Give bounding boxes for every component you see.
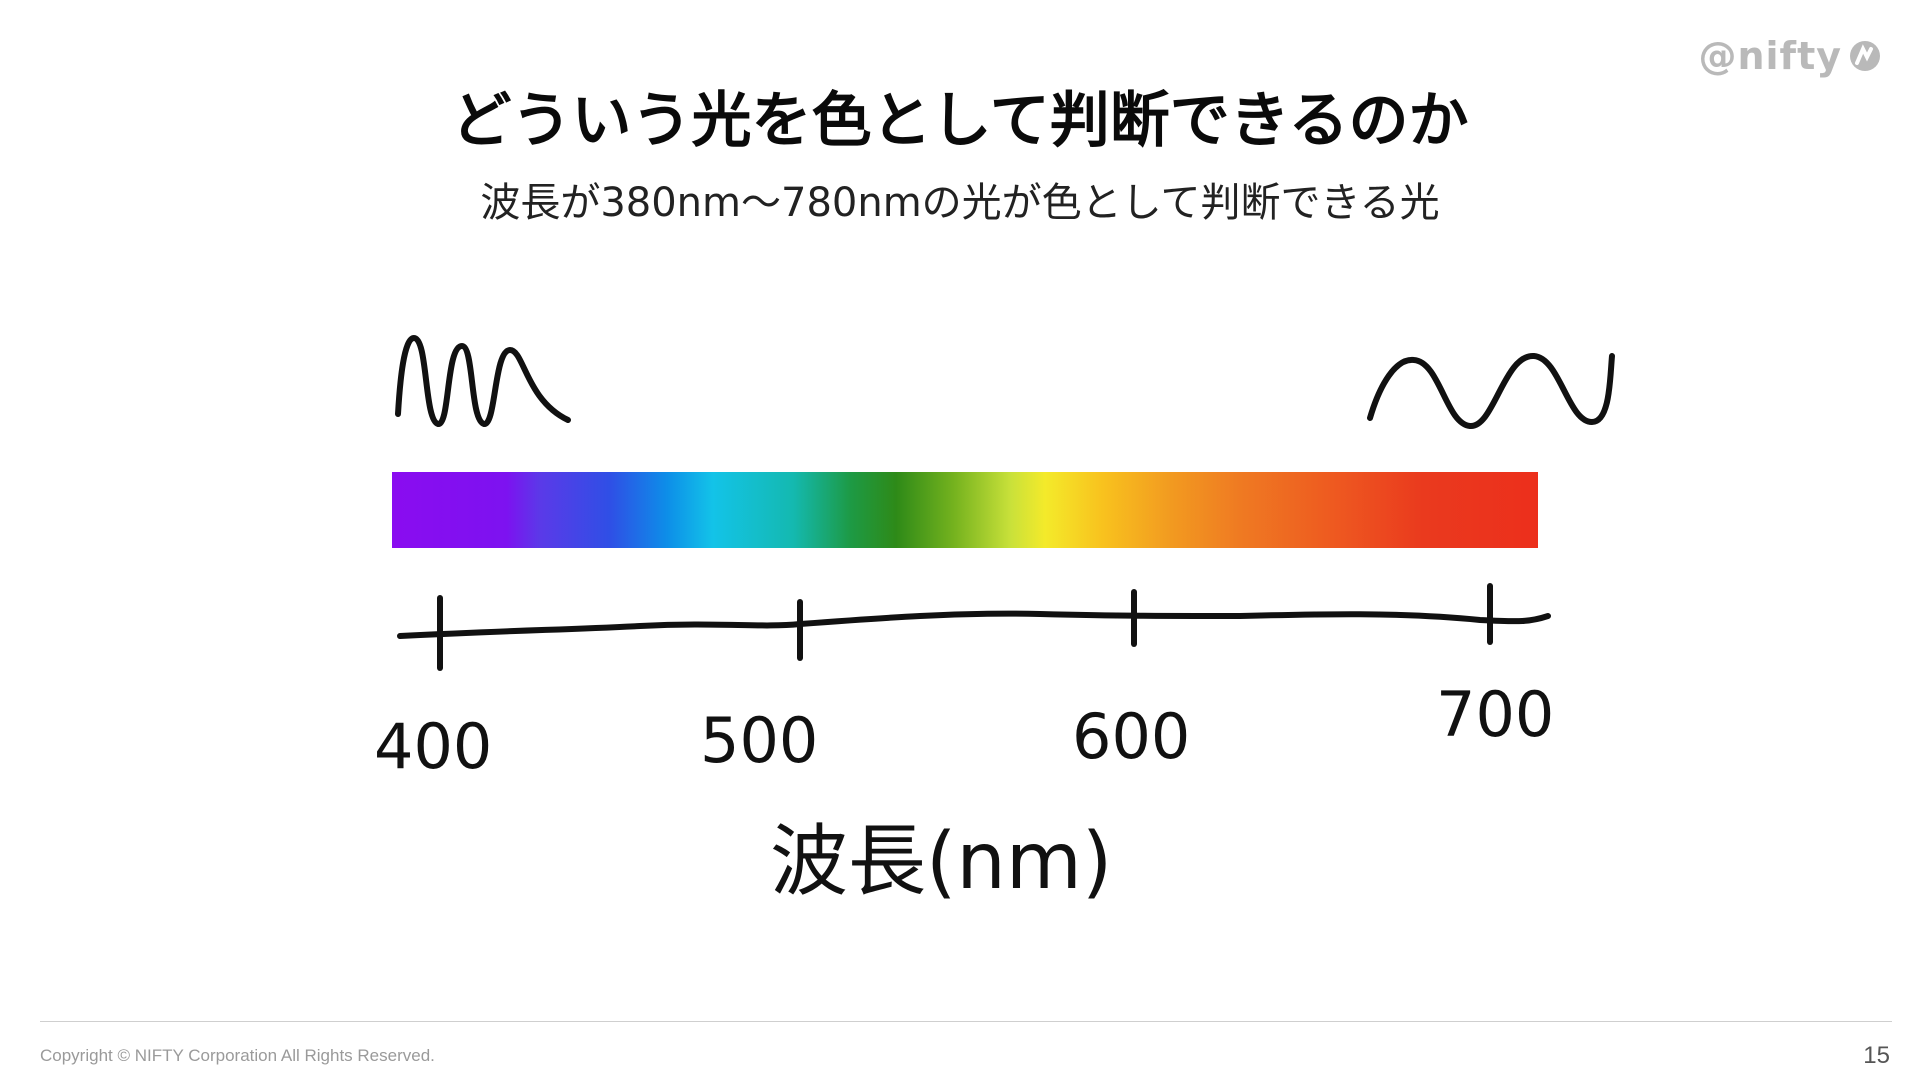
logo-text: @nifty — [1698, 34, 1842, 78]
tick-label-500: 500 — [700, 704, 818, 777]
long-wavelength-wave-icon — [1367, 353, 1615, 429]
axis-label: 波長(nm) — [770, 817, 1112, 907]
footer-divider — [40, 1021, 1892, 1022]
short-wavelength-wave-icon — [395, 335, 571, 427]
page-number: 15 — [1863, 1042, 1890, 1069]
slide-subtitle: 波長が380nm～780nmの光が色として判断できる光 — [480, 180, 1440, 226]
tick-label-400: 400 — [374, 710, 492, 783]
tick-label-700: 700 — [1436, 678, 1554, 751]
visible-spectrum-bar — [392, 472, 1538, 548]
slide-title: どういう光を色として判断できるのか — [451, 86, 1469, 156]
nifty-logo: @nifty — [1698, 34, 1882, 78]
wavelength-axis-line — [397, 610, 1551, 639]
nifty-mark-icon — [1850, 41, 1880, 71]
copyright-text: Copyright © NIFTY Corporation All Rights… — [40, 1046, 435, 1065]
tick-label-600: 600 — [1072, 700, 1190, 773]
